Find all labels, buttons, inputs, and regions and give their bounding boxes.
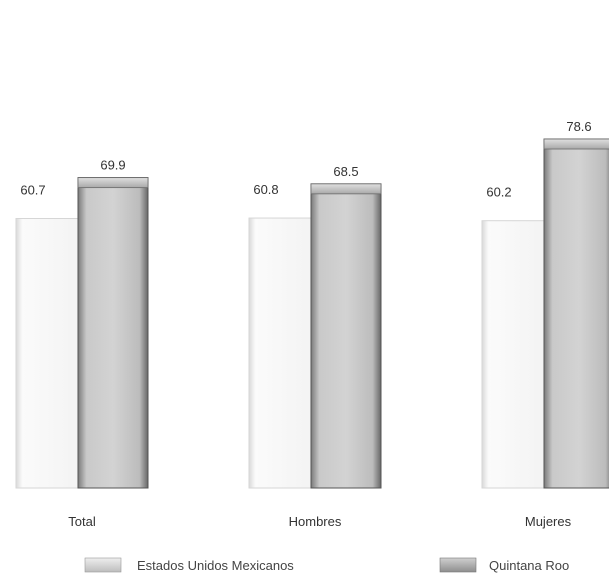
legend: Estados Unidos Mexicanos Quintana Roo	[84, 557, 569, 573]
bar-mujeres-estados-unidos	[481, 220, 547, 489]
bar-total-quintana-roo-cap	[77, 177, 149, 189]
category-label-hombres: Hombres	[289, 514, 342, 529]
value-label-mujeres-estados-unidos: 60.2	[486, 185, 511, 200]
value-label-mujeres-quintana-roo: 78.6	[566, 119, 591, 134]
legend-item-estados-unidos: Estados Unidos Mexicanos	[84, 557, 294, 573]
legend-swatch-quintana-roo	[439, 557, 477, 573]
bar-hombres-quintana-roo	[310, 183, 382, 489]
bar-mujeres-quintana-roo-body	[543, 138, 609, 489]
bar-hombres-estados-unidos	[248, 217, 314, 489]
category-label-mujeres: Mujeres	[525, 514, 572, 529]
bar-mujeres-quintana-roo	[543, 138, 609, 489]
bar-total-quintana-roo	[77, 177, 149, 489]
value-label-hombres-estados-unidos: 60.8	[253, 182, 278, 197]
value-label-total-quintana-roo: 69.9	[100, 158, 125, 173]
legend-label-estados-unidos: Estados Unidos Mexicanos	[137, 558, 294, 573]
value-labels-group: 60.7 69.9 60.8 68.5 60.2 78.6	[20, 119, 591, 200]
bars-group	[15, 138, 609, 489]
category-labels-group: Total Hombres Mujeres	[68, 514, 571, 529]
bar-total-quintana-roo-body	[77, 177, 149, 489]
bar-hombres-quintana-roo-body	[310, 183, 382, 489]
bar-mujeres-quintana-roo-cap	[543, 138, 609, 150]
legend-item-quintana-roo: Quintana Roo	[439, 557, 569, 573]
legend-swatch-estados-unidos	[84, 557, 122, 573]
bar-total-estados-unidos	[15, 217, 81, 489]
category-label-total: Total	[68, 514, 96, 529]
legend-label-quintana-roo: Quintana Roo	[489, 558, 569, 573]
value-label-total-estados-unidos: 60.7	[20, 182, 45, 197]
bar-hombres-quintana-roo-cap	[310, 183, 382, 195]
value-label-hombres-quintana-roo: 68.5	[333, 164, 358, 179]
